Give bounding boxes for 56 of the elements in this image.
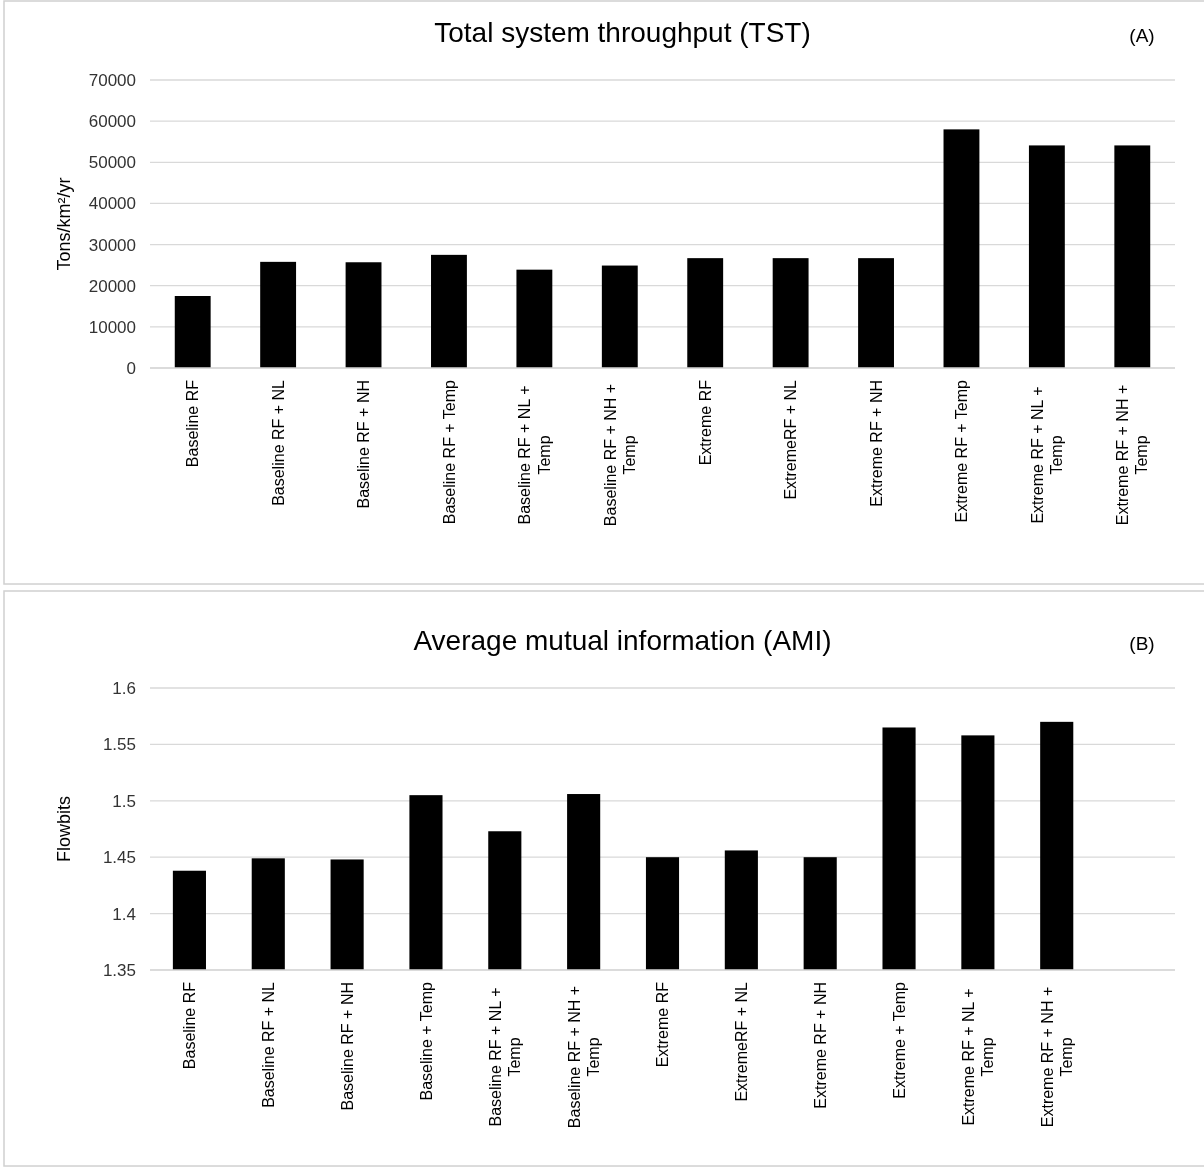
bar — [516, 269, 553, 368]
y-axis-title: Flowbits — [54, 795, 74, 863]
y-tick-label: 1.45 — [102, 848, 136, 868]
bar — [943, 129, 980, 368]
text: (B) — [1129, 633, 1155, 654]
x-tick-label: Baseline RF + NH — [338, 982, 356, 1111]
chart-title: Average mutual information (AMI) — [413, 625, 832, 656]
x-tick-label: Baseline RF — [181, 981, 199, 1070]
x-tick-label: Baseline RF + NL + Temp — [486, 987, 524, 1127]
chart-title: Total system throughput (TST) — [434, 17, 811, 48]
x-tick-label: ExtremeRF + NL — [732, 981, 750, 1102]
x-tick-label: Extreme RF + NH — [867, 380, 885, 507]
y-tick-label: 40000 — [88, 194, 136, 214]
bar — [260, 261, 297, 368]
bar — [858, 258, 894, 368]
y-tick-label: 60000 — [88, 112, 136, 132]
x-tick-label: Extreme RF + NH + Temp — [1038, 986, 1075, 1128]
bar — [345, 262, 382, 368]
x-tick-label: Extreme RF — [696, 379, 714, 466]
x-tick-label: Baseline RF + NL — [269, 379, 287, 506]
bar — [1028, 145, 1065, 368]
bar — [431, 254, 467, 368]
x-tick-label: Extreme RF + NL + Temp — [959, 988, 997, 1126]
x-tick-label: Baseline RF + Temp — [440, 379, 458, 525]
y-tick-label: 1.5 — [112, 791, 136, 811]
x-tick-label: Baseline + Temp — [417, 981, 435, 1101]
text: (A) — [1129, 25, 1155, 46]
y-tick-label: 1.35 — [102, 960, 136, 980]
y-tick-label: 0 — [126, 358, 136, 378]
y-tick-label: 10000 — [88, 317, 136, 337]
bar — [1114, 145, 1151, 368]
x-tick-label: Baseline RF + NH + Temp — [565, 985, 602, 1129]
y-axis-title: Tons/km²/yr — [54, 177, 74, 271]
x-tick-label: Extreme + Temp — [890, 981, 908, 1099]
x-tick-label: ExtremeRF + NL — [782, 379, 800, 500]
bar — [687, 258, 724, 368]
x-tick-label: Extreme RF + Temp — [953, 379, 971, 523]
bar — [601, 265, 638, 368]
x-tick-label: Extreme RF + NH + Temp — [1114, 384, 1151, 526]
bar — [174, 296, 211, 368]
y-tick-label: 30000 — [88, 235, 136, 255]
y-tick-label: 1.6 — [112, 678, 136, 698]
x-tick-label: Baseline RF + NH — [355, 380, 373, 509]
x-tick-label: Baseline RF — [184, 379, 202, 468]
y-tick-label: 70000 — [88, 70, 136, 90]
x-tick-label: Baseline RF + NH + Temp — [601, 383, 638, 527]
bar — [772, 258, 809, 368]
y-tick-label: 1.55 — [102, 735, 136, 755]
y-tick-label: 50000 — [88, 153, 136, 173]
x-tick-label: Extreme RF — [654, 981, 672, 1068]
x-tick-label: Baseline RF + NL — [259, 981, 277, 1108]
y-tick-label: 1.4 — [112, 904, 136, 924]
x-tick-label: Extreme RF + NL + Temp — [1028, 386, 1066, 524]
x-tick-label: Extreme RF + NH — [811, 982, 829, 1109]
y-tick-label: 20000 — [88, 276, 136, 296]
x-tick-label: Baseline RF + NL + Temp — [516, 385, 553, 525]
